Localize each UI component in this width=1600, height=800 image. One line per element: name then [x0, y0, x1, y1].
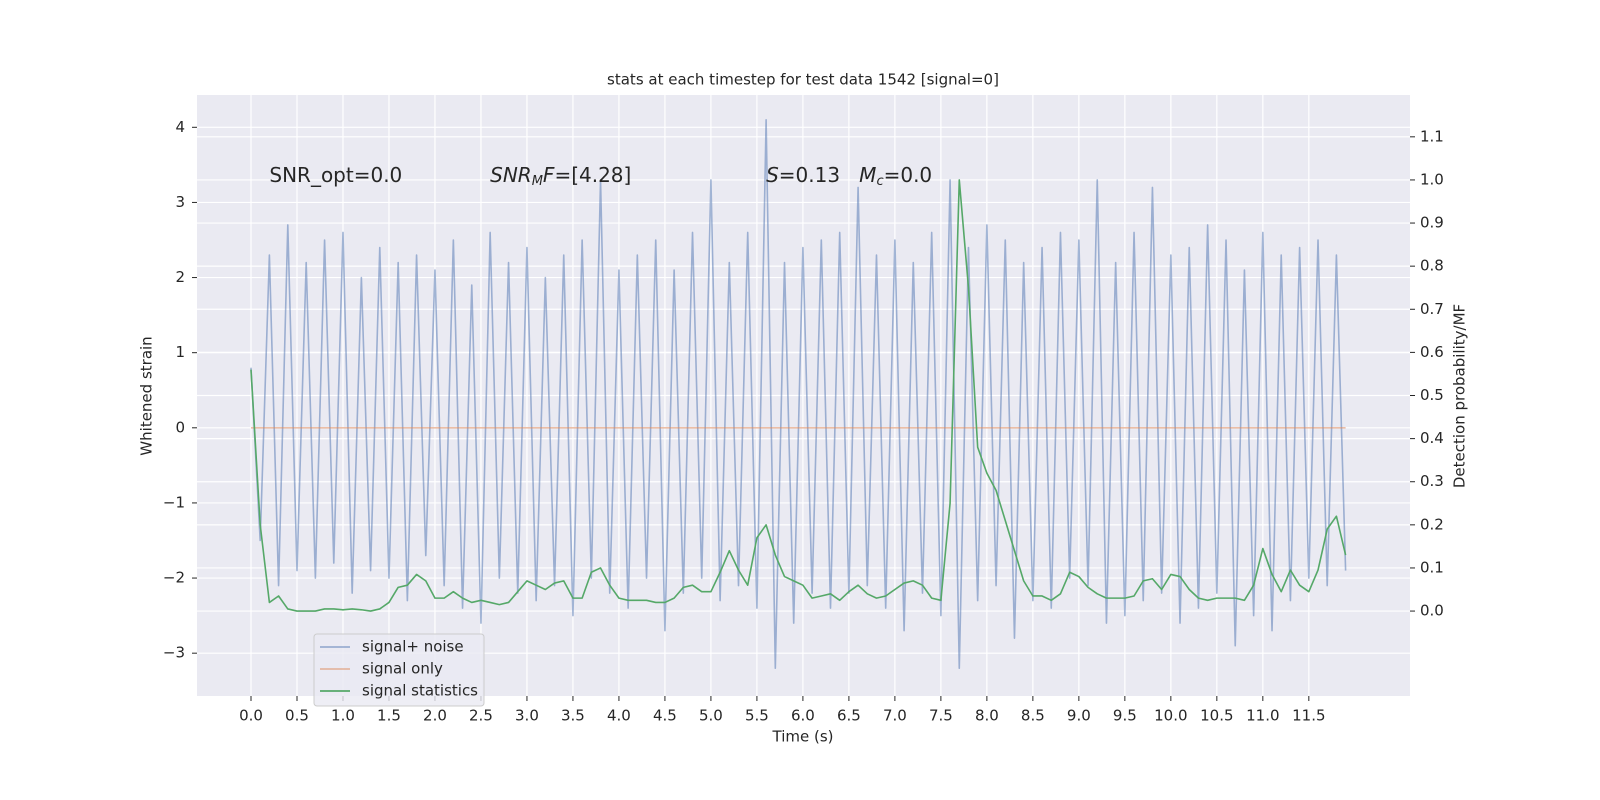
series-line: [250, 118, 1347, 669]
y2-tick-label: 0.4: [1420, 429, 1444, 447]
x-tick-label: 5.0: [699, 707, 723, 725]
annotation-part: =0.0: [884, 163, 933, 187]
x-tick-label: 0.0: [239, 707, 263, 725]
legend-label: signal+ noise: [362, 638, 464, 656]
y2-tick-label: 0.8: [1420, 257, 1444, 275]
annotation-part: M: [859, 163, 876, 187]
x-tick-label: 9.0: [1067, 707, 1091, 725]
y2-tick-label: 0.0: [1420, 602, 1444, 620]
x-tick-label: 1.5: [377, 707, 401, 725]
y-tick-label: −2: [163, 569, 185, 587]
annotation-part: S: [766, 163, 779, 187]
legend: signal+ noise signal only signal statistic…: [313, 633, 485, 707]
y2-axis-label: Detection probability/MF: [1451, 304, 1469, 488]
y-tick-label: −1: [163, 493, 185, 511]
x-tick-label: 3.5: [561, 707, 585, 725]
x-tick-label: 2.0: [423, 707, 447, 725]
x-tick-label: 8.0: [975, 707, 999, 725]
annotation: SNRMF=[4.28]: [490, 163, 631, 189]
x-tick-label: 0.5: [285, 707, 309, 725]
y2-tick-label: 1.0: [1420, 170, 1444, 188]
x-tick-label: 7.5: [929, 707, 953, 725]
legend-label: signal statistics: [362, 682, 478, 700]
y2-tick-label: 0.5: [1420, 386, 1444, 404]
legend-box: [313, 633, 485, 707]
y-tick-label: 4: [175, 118, 185, 136]
annotation-part: c: [876, 174, 883, 189]
y2-tick-label: 0.3: [1420, 472, 1444, 490]
y-tick-label: 2: [175, 268, 185, 286]
chart-title: stats at each timestep for test data 154…: [607, 71, 999, 89]
x-axis-label: Time (s): [772, 728, 834, 746]
annotation-part: SNR: [490, 163, 532, 187]
y-tick-label: 1: [175, 343, 185, 361]
x-tick-label: 4.5: [653, 707, 677, 725]
y2-tick-label: 0.6: [1420, 343, 1444, 361]
x-tick-label: 1.0: [331, 707, 355, 725]
x-tick-label: 4.0: [607, 707, 631, 725]
annotation-part: SNR_opt=0.0: [269, 163, 402, 187]
annotation-part: =[4.28]: [554, 163, 631, 187]
y2-tick-label: 0.7: [1420, 300, 1444, 318]
legend-label: signal only: [362, 660, 443, 678]
x-tick-label: 6.5: [837, 707, 861, 725]
y-axis-label: Whitened strain: [138, 336, 156, 455]
x-tick-label: 9.5: [1113, 707, 1137, 725]
x-tick-label: 3.0: [515, 707, 539, 725]
y2-tick-label: 1.1: [1420, 127, 1444, 145]
y2-tick-label: 0.2: [1420, 515, 1444, 533]
x-tick-label: 6.0: [791, 707, 815, 725]
y-tick-label: −3: [163, 644, 185, 662]
x-tick-label: 11.0: [1246, 707, 1279, 725]
annotation-part: M: [532, 174, 543, 189]
annotation: S=0.13 Mc=0.0: [766, 163, 932, 189]
x-tick-label: 10.0: [1154, 707, 1187, 725]
x-tick-label: 7.0: [883, 707, 907, 725]
annotation: SNR_opt=0.0: [269, 163, 402, 187]
y-tick-label: 3: [175, 193, 185, 211]
series-line: [250, 179, 1347, 612]
x-tick-label: 11.5: [1292, 707, 1325, 725]
x-tick-label: 8.5: [1021, 707, 1045, 725]
y2-tick-label: 0.9: [1420, 214, 1444, 232]
x-tick-label: 5.5: [745, 707, 769, 725]
annotation-part: F: [543, 163, 555, 187]
annotation-part: =0.13: [779, 163, 859, 187]
x-tick-label: 2.5: [469, 707, 493, 725]
x-tick-label: 10.5: [1200, 707, 1233, 725]
y-tick-label: 0: [175, 418, 185, 436]
y2-tick-label: 0.1: [1420, 558, 1444, 576]
